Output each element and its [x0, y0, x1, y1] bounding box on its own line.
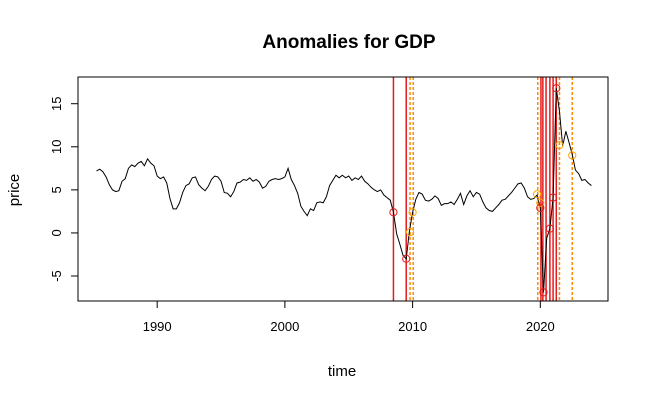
- series-group: [96, 88, 592, 293]
- y-axis: -5 0 5 10 15: [49, 96, 79, 282]
- anomaly-point-orange-2: [533, 190, 542, 199]
- y-tick-label-3: 10: [49, 140, 64, 154]
- anomaly-point-orange-3: [536, 198, 545, 207]
- x-axis: 1990 2000 2010 2020: [143, 300, 555, 334]
- anomaly-point-orange-1: [408, 208, 417, 217]
- y-axis-label: price: [6, 174, 23, 207]
- y-tick-label-1: 0: [49, 229, 64, 236]
- anomaly-point-red-1: [402, 254, 411, 263]
- anomaly-point-red-4: [545, 224, 554, 233]
- anomaly-point-orange-4: [555, 140, 564, 150]
- plot-frame: [77, 76, 609, 302]
- anomaly-point-red-5: [548, 193, 558, 202]
- anomaly-points-group: [389, 84, 577, 297]
- chart-title: Anomalies for GDP: [262, 32, 435, 53]
- y-tick-label-0: -5: [49, 270, 64, 282]
- anomaly-point-red-6: [552, 84, 561, 93]
- y-tick-label-4: 15: [49, 96, 64, 110]
- x-axis-label: time: [328, 363, 356, 380]
- anomaly-lines-group: [392, 77, 573, 301]
- y-tick-label-2: 5: [49, 186, 64, 193]
- anomaly-point-orange-5: [568, 151, 577, 160]
- x-tick-label-2: 2010: [398, 319, 427, 334]
- anomaly-point-red-0: [389, 208, 398, 217]
- anomaly-point-red-3: [539, 288, 548, 297]
- x-tick-label-3: 2020: [526, 319, 555, 334]
- anomaly-point-orange-0: [405, 227, 415, 237]
- anomaly-point-red-2: [536, 203, 545, 213]
- series-line-0: [96, 88, 592, 293]
- x-tick-label-0: 1990: [143, 319, 172, 334]
- x-tick-label-1: 2000: [270, 319, 299, 334]
